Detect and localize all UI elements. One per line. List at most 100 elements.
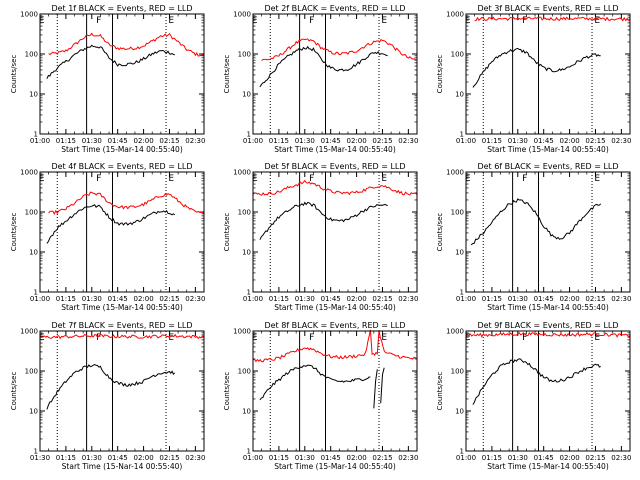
y-tick-label: 100 [25,209,38,217]
x-tick-label: 01:45 [108,137,128,145]
x-axis-label: Start Time (15-Mar-14 00:55:40) [61,145,183,154]
flag-label: E [594,16,600,26]
panel-title: Det 5f BLACK = Events, RED = LLD [264,162,405,171]
x-tick-label: 01:15 [482,295,502,303]
x-tick-label: 01:45 [534,454,554,462]
flag-label: E [252,333,258,343]
plot-frame [39,330,205,452]
flag-label: F [96,174,101,184]
x-tick-label: 01:00 [30,295,50,303]
x-tick-label: 01:15 [56,295,76,303]
flag-label: E [381,333,387,343]
x-tick-label: 01:00 [243,137,263,145]
y-tick-label: 100 [451,209,464,217]
x-tick-label: 02:30 [611,295,631,303]
x-axis-label: Start Time (15-Mar-14 00:55:40) [274,303,396,312]
x-tick-label: 01:45 [321,137,341,145]
x-tick-label: 01:45 [534,137,554,145]
events-series-line [470,198,602,246]
x-tick-label: 01:15 [269,295,289,303]
plot-frame [465,330,631,452]
x-axis-label: Start Time (15-Mar-14 00:55:40) [274,462,396,471]
x-tick-label: 01:30 [82,454,102,462]
x-axis-label: Start Time (15-Nar-14 00:55:40) [62,462,183,471]
events-series-line [259,201,388,240]
y-tick-label: 1 [247,448,251,456]
flag-label: E [168,333,174,343]
y-tick-label: 1 [34,131,38,139]
x-axis-label: Start Time (15-Mar-14 00:55:40) [487,145,609,154]
flag-label: F [96,16,101,26]
panel-5: Det 5f BLACK = Events, RED = LLD 1 10 100 10… [223,162,418,312]
plot-frame [39,171,205,293]
panel-title: Det 3f BLACK = Events, RED = LLD [477,4,618,13]
flag-label: E [168,16,174,26]
events-series-line [472,47,601,88]
x-tick-label: 02:00 [133,454,153,462]
x-tick-label: 02:30 [185,137,205,145]
y-axis-label: Counts/sec [436,213,444,252]
events-series-line [380,367,385,404]
panel-1: Det 1f BLACK = Events, RED = LLD 1 10 100 10… [10,4,205,154]
plot-frame [465,13,631,135]
plot-frame [252,330,418,452]
flag-label: E [39,174,45,184]
panel-title: Det 7f BLACK = Events, RED = LLD [51,321,192,330]
x-tick-label: 01:45 [534,295,554,303]
x-tick-label: 02:00 [133,295,153,303]
x-tick-label: 02:30 [611,137,631,145]
x-tick-label: 01:30 [295,454,315,462]
y-tick-label: 1000 [20,11,38,19]
y-tick-label: 1000 [446,169,464,177]
lld-series-line [39,333,205,340]
y-tick-label: 10 [455,408,464,416]
x-tick-label: 01:30 [82,137,102,145]
x-tick-label: 01:15 [56,454,76,462]
y-tick-label: 100 [451,368,464,376]
y-axis-label: Counts/sec [10,213,18,252]
panel-title: Det 2f BLACK = Events, RED = LLD [264,4,405,13]
flag-label: E [594,333,600,343]
flag-label: E [465,16,471,26]
flag-label: F [309,174,314,184]
x-tick-label: 02:30 [185,295,205,303]
plot-frame [39,13,205,135]
x-tick-label: 01:00 [243,295,263,303]
flag-label: E [252,174,258,184]
x-tick-label: 02:30 [398,137,418,145]
x-tick-label: 02:00 [346,137,366,145]
x-tick-label: 02:00 [559,137,579,145]
x-tick-label: 02:30 [611,454,631,462]
y-tick-label: 10 [29,91,38,99]
x-tick-label: 02:15 [159,137,179,145]
y-axis-label: Counts/sec [223,372,231,411]
x-tick-label: 01:30 [508,137,528,145]
x-tick-label: 01:45 [321,295,341,303]
panel-title: Det 4f BLACK = Events, RED = LLD [51,162,192,171]
x-tick-label: 01:45 [108,454,128,462]
x-tick-label: 02:00 [133,137,153,145]
x-tick-label: 01:15 [482,454,502,462]
flag-label: E [594,174,600,184]
y-tick-label: 1 [460,289,464,297]
panel-3: Det 3f BLACK = Events, RED = LLD 1 10 100 10… [436,4,631,154]
flag-label: F [309,333,314,343]
lld-series-line [261,38,418,61]
y-tick-label: 1 [247,131,251,139]
y-tick-label: 1000 [446,11,464,19]
x-tick-label: 02:30 [185,454,205,462]
x-tick-label: 01:15 [269,454,289,462]
flag-label: E [39,16,45,26]
y-tick-label: 100 [451,51,464,59]
x-axis-label: Start Time (15-Mar-14 00:55:40) [487,303,609,312]
y-tick-label: 100 [238,368,251,376]
x-tick-label: 02:30 [398,454,418,462]
flag-label: E [465,333,471,343]
y-tick-label: 10 [242,91,251,99]
x-tick-label: 01:45 [321,454,341,462]
y-axis-label: Counts/sec [223,213,231,252]
x-tick-label: 01:30 [508,454,528,462]
lld-series-line [48,191,205,216]
y-tick-label: 10 [29,249,38,257]
y-axis-label: Counts/sec [10,372,18,411]
